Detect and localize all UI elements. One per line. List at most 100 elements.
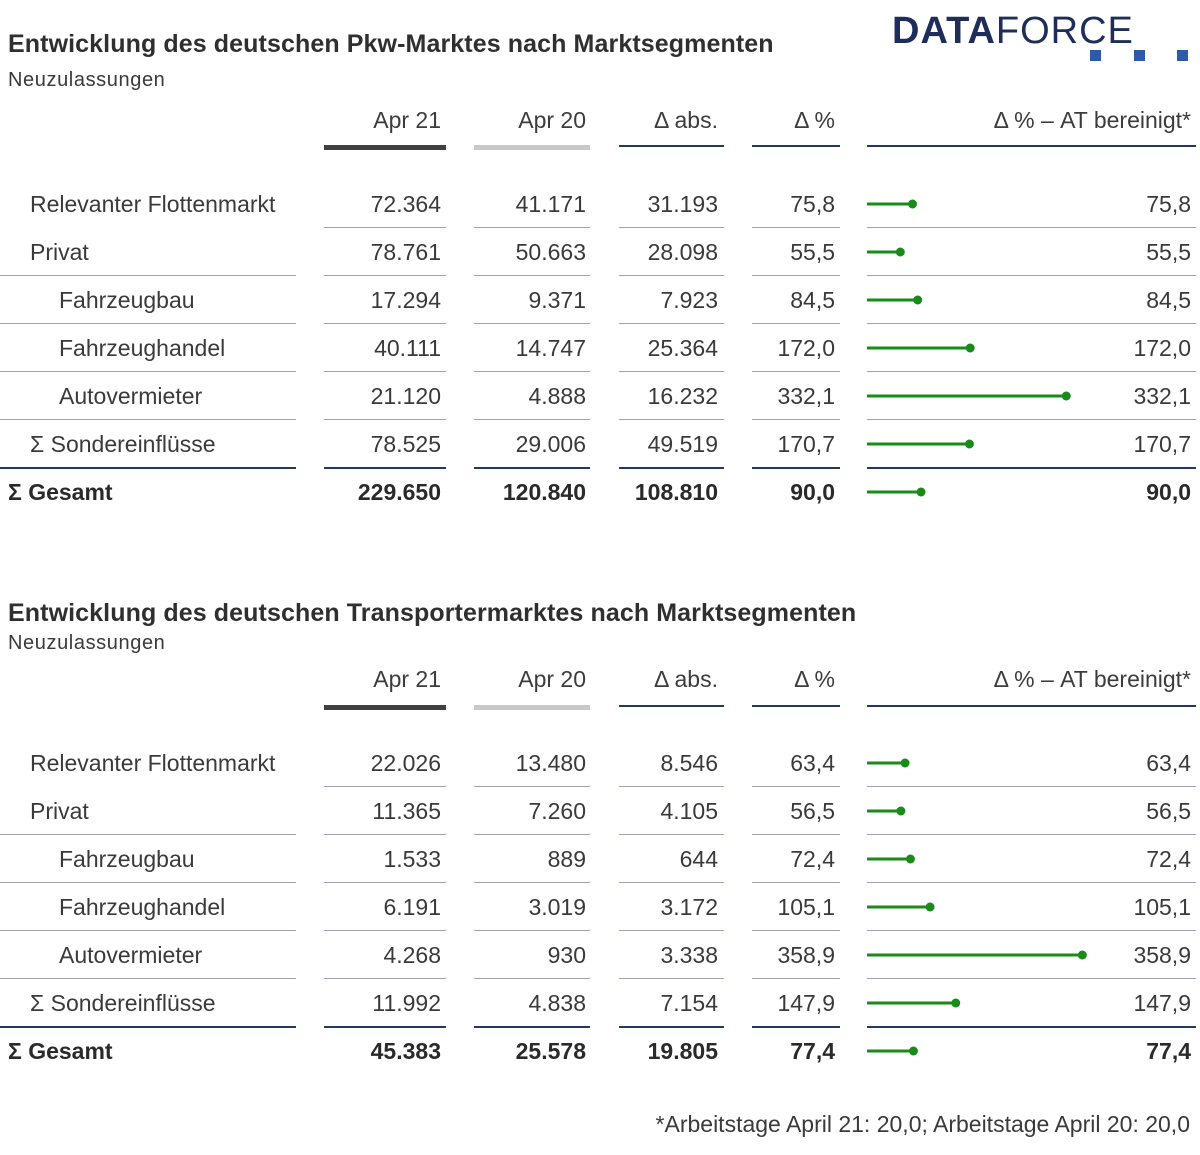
row-separator: [474, 1026, 590, 1028]
table-title: Entwicklung des deutschen Pkw-Marktes na…: [8, 30, 774, 58]
logo-dot: [1134, 50, 1145, 61]
row-separator: [867, 834, 1196, 835]
bar-end-dot: [908, 1046, 918, 1056]
column-header-underline: [474, 145, 590, 150]
cell-adjusted: 358,9: [1133, 942, 1191, 968]
table-row: Fahrzeughandel 6.191 3.019 3.172 105,1 105,1: [0, 883, 1200, 931]
logo-text: DATAFORCE: [892, 10, 1134, 52]
cell-apr20: 14.747: [515, 335, 586, 361]
row-label: Fahrzeugbau: [59, 287, 195, 313]
cell-apr20: 930: [547, 942, 586, 968]
row-label: Autovermieter: [59, 942, 203, 968]
cell-adjusted: 170,7: [1133, 431, 1191, 457]
adjusted-pct-bar: [867, 199, 917, 209]
row-label: Fahrzeughandel: [59, 894, 226, 920]
row-separator: [0, 1026, 296, 1028]
row-separator: [0, 930, 296, 931]
cell-apr21: 6.191: [383, 894, 441, 920]
row-separator: [324, 834, 446, 835]
cell-apr20: 4.838: [528, 990, 586, 1016]
cell-apr20: 9.371: [528, 287, 586, 313]
cell-pct: 72,4: [790, 846, 835, 872]
row-separator: [474, 419, 590, 420]
column-header: Δ % – AT bereinigt*: [993, 107, 1191, 133]
total-row: Σ Gesamt 229.650 120.840 108.810 90,0 90,0: [0, 468, 1200, 516]
cell-apr21: 4.268: [383, 942, 441, 968]
cell-adjusted: 90,0: [1146, 479, 1191, 505]
cell-pct: 105,1: [777, 894, 835, 920]
cell-abs: 644: [679, 846, 718, 872]
column-header-underline: [752, 145, 840, 147]
cell-abs: 16.232: [647, 383, 718, 409]
row-separator: [867, 323, 1196, 324]
row-separator: [752, 419, 840, 420]
cell-pct: 63,4: [790, 750, 835, 776]
row-separator: [474, 882, 590, 883]
cell-apr21: 40.111: [374, 335, 441, 361]
row-separator: [324, 1026, 446, 1028]
cell-pct: 90,0: [790, 479, 835, 505]
row-separator: [867, 882, 1196, 883]
cell-pct: 147,9: [777, 990, 835, 1016]
column-header: Δ % – AT bereinigt*: [993, 666, 1191, 692]
row-separator: [324, 467, 446, 469]
cell-adjusted: 72,4: [1146, 846, 1191, 872]
table-title: Entwicklung des deutschen Transportermar…: [8, 599, 857, 627]
row-separator: [619, 419, 724, 420]
cell-abs: 31.193: [647, 191, 718, 217]
column-header-underline: [867, 705, 1196, 707]
adjusted-pct-bar: [867, 487, 926, 497]
row-separator: [0, 323, 296, 324]
column-header-underline: [619, 705, 724, 707]
row-separator: [474, 834, 590, 835]
cell-abs: 7.154: [660, 990, 718, 1016]
pkw-market-table: Entwicklung des deutschen Pkw-Marktes na…: [0, 0, 1200, 540]
row-separator: [619, 978, 724, 979]
cell-apr20: 13.480: [515, 750, 586, 776]
row-separator: [752, 978, 840, 979]
row-separator: [752, 275, 840, 276]
row-label: Fahrzeughandel: [59, 335, 226, 361]
row-label: Σ Gesamt: [8, 479, 113, 505]
row-separator: [619, 227, 724, 228]
row-separator: [324, 227, 446, 228]
table-row: Fahrzeughandel 40.111 14.747 25.364 172,0 172…: [0, 324, 1200, 372]
cell-abs: 4.105: [660, 798, 718, 824]
adjusted-pct-bar: [867, 343, 975, 353]
bar-end-dot: [1061, 391, 1071, 401]
cell-apr21: 45.383: [370, 1038, 441, 1064]
cell-apr20: 889: [547, 846, 586, 872]
row-separator: [619, 834, 724, 835]
footnote: *Arbeitstage April 21: 20,0; Arbeitstage…: [655, 1111, 1190, 1137]
cell-pct: 170,7: [777, 431, 835, 457]
column-header: Apr 21: [373, 666, 441, 692]
row-separator: [474, 275, 590, 276]
cell-apr20: 3.019: [528, 894, 586, 920]
row-separator: [752, 930, 840, 931]
row-separator: [474, 786, 590, 787]
table-row: Autovermieter 21.120 4.888 16.232 332,1 332,1: [0, 372, 1200, 420]
cell-adjusted: 147,9: [1133, 990, 1191, 1016]
row-separator: [752, 323, 840, 324]
row-separator: [752, 227, 840, 228]
row-separator: [324, 930, 446, 931]
row-separator: [752, 786, 840, 787]
row-separator: [0, 419, 296, 420]
row-separator: [752, 834, 840, 835]
logo-dot: [1177, 50, 1188, 61]
bar-end-dot: [896, 806, 906, 816]
cell-apr21: 1.533: [383, 846, 441, 872]
cell-adjusted: 332,1: [1133, 383, 1191, 409]
cell-pct: 84,5: [790, 287, 835, 313]
row-separator: [619, 930, 724, 931]
cell-abs: 3.338: [660, 942, 718, 968]
row-separator: [324, 323, 446, 324]
row-label: Autovermieter: [59, 383, 203, 409]
cell-abs: 28.098: [647, 239, 718, 265]
row-separator: [867, 978, 1196, 979]
row-separator: [474, 930, 590, 931]
row-separator: [619, 1026, 724, 1028]
column-header: Δ %: [794, 107, 835, 133]
row-separator: [474, 371, 590, 372]
table-subtitle: Neuzulassungen: [8, 69, 166, 91]
